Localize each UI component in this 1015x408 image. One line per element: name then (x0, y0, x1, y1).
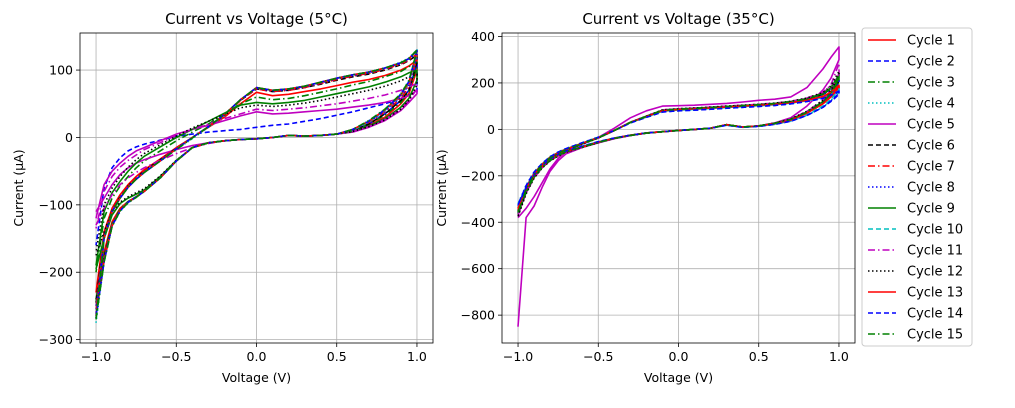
legend-label-10: Cycle 10 (907, 223, 963, 238)
chart-35c-ytick-label: −800 (461, 308, 495, 323)
chart-35c-title: Current vs Voltage (35°C) (582, 10, 774, 28)
chart-35c-ytick-label: −600 (461, 261, 495, 276)
chart-5c-ytick-label: −200 (39, 265, 73, 280)
chart-5c-xtick-label: 0.5 (327, 349, 347, 364)
legend-label-13: Cycle 13 (907, 286, 963, 301)
legend-label-7: Cycle 7 (907, 160, 955, 175)
legend-label-4: Cycle 4 (907, 97, 955, 112)
legend-label-5: Cycle 5 (907, 118, 955, 133)
legend-label-12: Cycle 12 (907, 265, 963, 280)
chart-35c-ytick-label: 200 (471, 75, 495, 90)
legend-label-1: Cycle 1 (907, 34, 955, 49)
chart-5c-xtick-label: 1.0 (407, 349, 427, 364)
chart-35c-series-12 (517, 70, 840, 217)
chart-5c-xtick-label: 0.0 (247, 349, 267, 364)
legend-label-2: Cycle 2 (907, 55, 955, 70)
legend-label-8: Cycle 8 (907, 181, 955, 196)
legend-label-14: Cycle 14 (907, 307, 963, 322)
chart-35c-ytick-label: −400 (461, 215, 495, 230)
chart-5c-xtick-label: −1.0 (81, 349, 111, 364)
chart-5c-ytick-label: −100 (39, 197, 73, 212)
chart-35c-ytick-label: 400 (471, 29, 495, 44)
chart-35c: −1.0 −0.5 0.0 0.5 1.0 −800 −600 −400 −200 0 200 400… (434, 10, 856, 385)
chart-5c-lines (95, 49, 418, 323)
chart-5c-series-3 (95, 61, 418, 300)
chart-35c-lines (517, 46, 840, 327)
legend-label-11: Cycle 11 (907, 244, 963, 259)
chart-35c-xtick-label: −0.5 (583, 349, 613, 364)
chart-35c-xlabel: Voltage (V) (644, 370, 713, 385)
chart-5c-series-5 (95, 89, 418, 219)
chart-35c-series-2 (517, 91, 840, 207)
chart-5c: −1.0 −0.5 0.0 0.5 1.0 −300 −200 −100 0 100 Curren… (11, 10, 434, 385)
chart-35c-ytick-label: −200 (461, 168, 495, 183)
chart-35c-ytick-label: 0 (487, 122, 495, 137)
chart-5c-ytick-label: −300 (39, 332, 73, 347)
chart-35c-xtick-label: −1.0 (503, 349, 533, 364)
legend-label-15: Cycle 15 (907, 328, 963, 343)
chart-35c-ylabel: Current (µA) (434, 149, 449, 226)
legend-label-6: Cycle 6 (907, 139, 955, 154)
chart-35c-xtick-label: 0.5 (749, 349, 769, 364)
chart-5c-xtick-label: −0.5 (161, 349, 191, 364)
chart-5c-ylabel: Current (µA) (11, 149, 26, 226)
chart-5c-ytick-label: 0 (65, 130, 73, 145)
legend-label-9: Cycle 9 (907, 202, 955, 217)
legend-label-3: Cycle 3 (907, 76, 955, 91)
legend: Cycle 1 Cycle 2 Cycle 3 Cycle 4 Cycle 5 Cycle… (861, 27, 973, 347)
chart-5c-title: Current vs Voltage (5°C) (165, 10, 348, 28)
chart-5c-xlabel: Voltage (V) (222, 370, 291, 385)
chart-5c-series-15 (95, 49, 418, 320)
chart-5c-ytick-label: 100 (49, 63, 73, 78)
chart-35c-series-15 (517, 75, 840, 213)
chart-35c-xtick-label: 0.0 (669, 349, 689, 364)
legend-box (861, 27, 973, 347)
chart-5c-series-11 (95, 82, 418, 229)
chart-35c-xtick-label: 1.0 (829, 349, 849, 364)
